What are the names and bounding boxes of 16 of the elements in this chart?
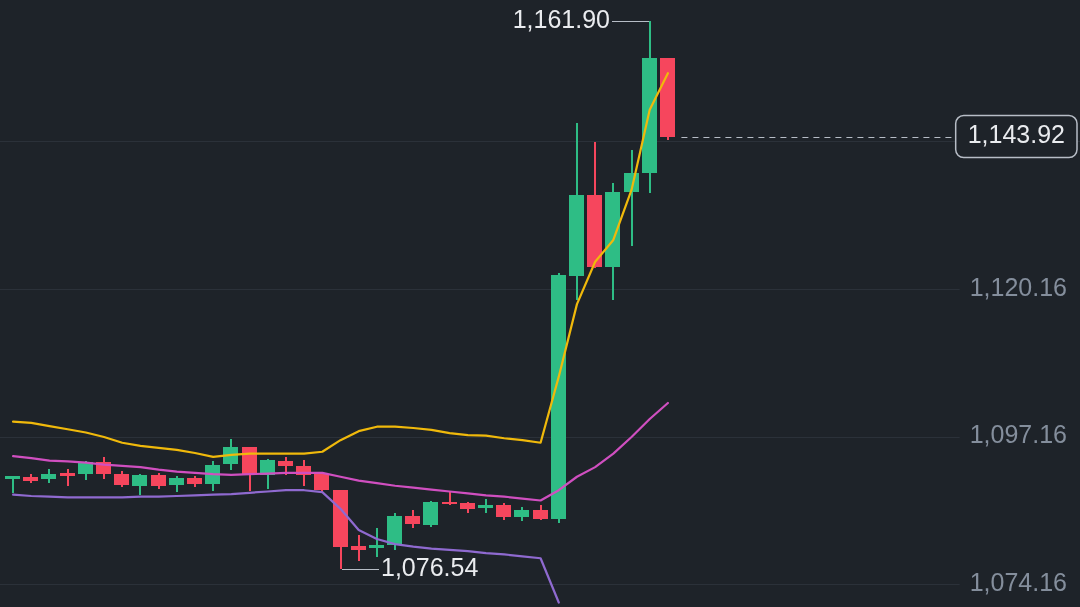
annotation: 1,161.90: [512, 5, 610, 34]
candlestick: [23, 474, 38, 483]
candlestick: [405, 510, 420, 528]
y-tick-label: 1,097.16: [969, 420, 1067, 449]
candlestick: [169, 476, 184, 492]
candlestick: [569, 123, 584, 300]
ref-line-label: 1,143.92: [967, 120, 1065, 149]
candlestick: [60, 469, 75, 486]
candlestick: [351, 535, 366, 561]
candlestick: [478, 499, 493, 513]
y-tick-label: 1,120.16: [969, 272, 1067, 301]
annotation: 1,076.54: [381, 552, 479, 581]
candlestick: [41, 469, 56, 483]
candlestick: [369, 528, 384, 557]
candlestick: [5, 476, 20, 493]
y-tick-label: 1,074.16: [969, 568, 1067, 597]
